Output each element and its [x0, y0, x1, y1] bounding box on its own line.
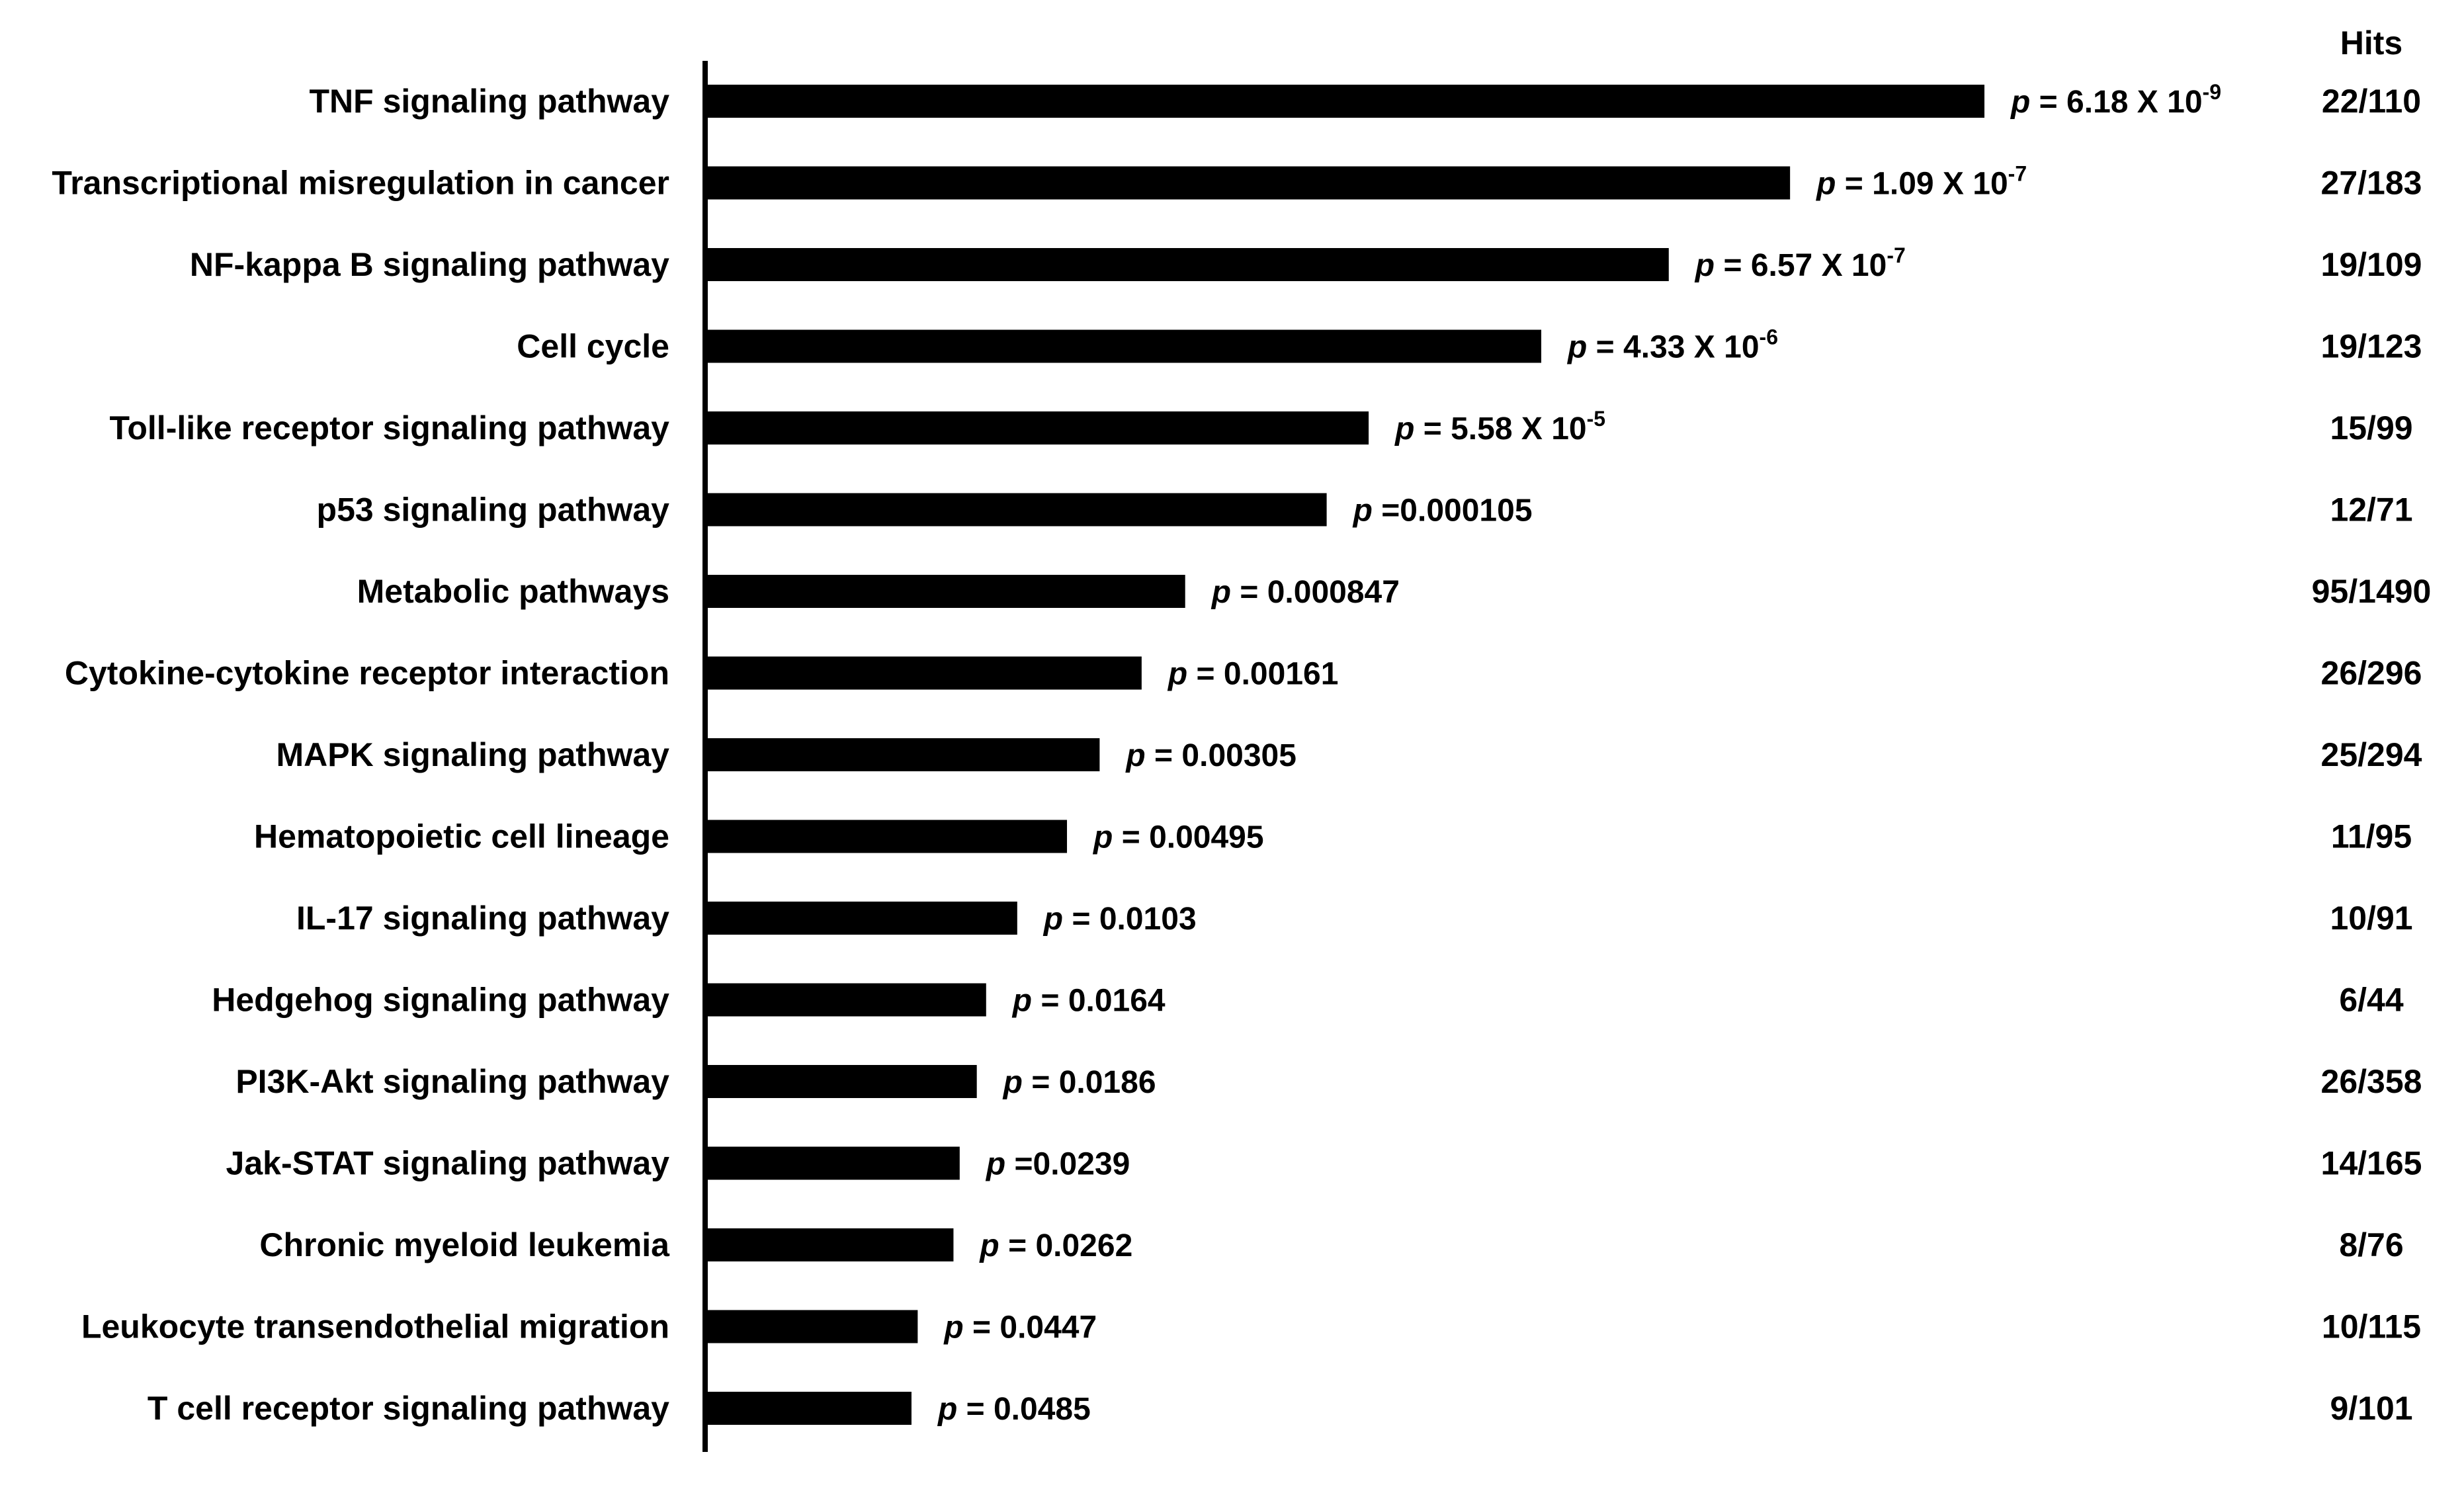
- bar: [708, 983, 986, 1017]
- hits-value: 10/91: [2330, 900, 2412, 937]
- p-value-label: p = 1.09 X 10-7: [1815, 162, 2027, 202]
- p-value-label: p = 0.0485: [937, 1392, 1091, 1427]
- p-value-label: p =0.000105: [1352, 493, 1533, 529]
- hits-values: 22/110 27/183 19/109 19/123 15/99 12/71 95/149…: [2312, 83, 2432, 1427]
- p-value-label: p = 4.33 X 10-6: [1566, 325, 1778, 365]
- bar: [708, 1065, 977, 1098]
- hits-value: 22/110: [2322, 83, 2421, 120]
- p-value-label: p = 0.00305: [1125, 738, 1296, 773]
- hits-value: 27/183: [2321, 165, 2422, 202]
- p-value-label: p = 6.18 X 10-9: [2010, 80, 2221, 120]
- bar: [708, 248, 1669, 281]
- hits-value: 8/76: [2339, 1226, 2403, 1263]
- bar: [708, 820, 1068, 853]
- category-label: Cell cycle: [517, 328, 669, 365]
- bar: [708, 85, 1984, 118]
- hits-value: 19/109: [2321, 246, 2422, 283]
- category-label: Metabolic pathways: [357, 573, 669, 610]
- category-label: NF-kappa B signaling pathway: [190, 246, 669, 283]
- p-value-label: p = 0.00495: [1092, 820, 1264, 855]
- category-label: Transcriptional misregulation in cancer: [52, 165, 669, 202]
- bar: [708, 166, 1791, 200]
- p-value-label: p = 0.0164: [1011, 984, 1166, 1019]
- p-value-label: p = 5.58 X 10-5: [1394, 407, 1605, 446]
- hits-value: 25/294: [2321, 736, 2422, 773]
- bar: [708, 656, 1142, 690]
- category-label: T cell receptor signaling pathway: [148, 1390, 669, 1427]
- p-value-label: p = 6.57 X 10-7: [1694, 243, 1906, 283]
- bar: [708, 1146, 960, 1180]
- bar: [708, 902, 1017, 935]
- hits-value: 26/296: [2321, 655, 2422, 692]
- bar: [708, 1228, 954, 1261]
- category-label: Jak-STAT signaling pathway: [226, 1145, 670, 1182]
- p-value-labels: p = 6.18 X 10-9 p = 1.09 X 10-7 p = 6.57 X…: [937, 80, 2221, 1427]
- p-value-label: p =0.0239: [985, 1147, 1130, 1182]
- category-label: Cytokine-cytokine receptor interaction: [65, 655, 669, 692]
- category-label: Hematopoietic cell lineage: [254, 818, 669, 855]
- p-value-label: p = 0.0262: [978, 1228, 1132, 1263]
- category-label: Toll-like receptor signaling pathway: [110, 409, 670, 446]
- p-value-label: p = 0.0103: [1042, 902, 1197, 937]
- hits-value: 12/71: [2330, 491, 2412, 529]
- category-label: Leukocyte transendothelial migration: [81, 1308, 669, 1345]
- category-label: IL-17 signaling pathway: [296, 900, 669, 937]
- hits-value: 95/1490: [2312, 573, 2432, 610]
- hits-value: 19/123: [2321, 328, 2422, 365]
- p-value-label: p = 0.0186: [1002, 1065, 1156, 1100]
- hits-value: 14/165: [2321, 1145, 2422, 1182]
- p-value-label: p = 0.000847: [1211, 575, 1400, 610]
- hits-value: 11/95: [2331, 818, 2412, 855]
- category-label: TNF signaling pathway: [310, 83, 670, 120]
- p-value-label: p = 0.0447: [943, 1310, 1097, 1345]
- bar: [708, 411, 1369, 445]
- bar: [708, 1392, 912, 1425]
- hits-value: 9/101: [2330, 1390, 2412, 1427]
- hits-value: 6/44: [2339, 982, 2404, 1019]
- category-label: p53 signaling pathway: [317, 491, 670, 529]
- category-labels: TNF signaling pathway Transcriptional mis…: [52, 83, 670, 1427]
- bar: [708, 493, 1327, 527]
- hits-header: Hits: [2340, 24, 2402, 62]
- category-label: MAPK signaling pathway: [276, 736, 669, 773]
- bars: [708, 85, 1984, 1425]
- hits-value: 10/115: [2322, 1308, 2421, 1345]
- category-label: Hedgehog signaling pathway: [212, 982, 669, 1019]
- hits-value: 15/99: [2330, 409, 2412, 446]
- bar: [708, 329, 1542, 363]
- bar: [708, 738, 1100, 771]
- p-value-label: p = 0.00161: [1167, 657, 1339, 692]
- bar: [708, 575, 1185, 608]
- category-label: PI3K-Akt signaling pathway: [235, 1063, 669, 1100]
- hits-value: 26/358: [2321, 1063, 2422, 1100]
- category-label: Chronic myeloid leukemia: [259, 1226, 670, 1263]
- bar: [708, 1310, 918, 1343]
